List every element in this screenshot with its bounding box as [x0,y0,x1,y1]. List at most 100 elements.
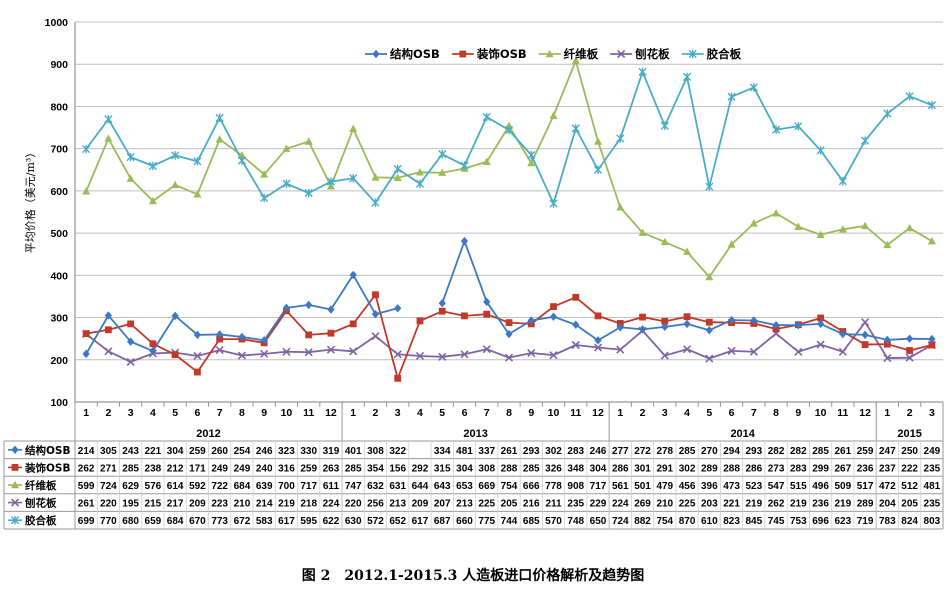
table-cell: 302 [545,446,562,457]
table-cell: 293 [745,446,762,457]
point-0-1 [104,311,112,320]
point-4-19 [504,125,514,135]
table-cell: 209 [412,499,429,510]
table-cell: 623 [835,516,852,527]
point-2-14 [393,173,402,181]
point-4-6 [215,113,224,123]
series-markers [82,56,936,382]
table-cell: 700 [278,481,295,492]
legend-item-3: 刨花板 [610,47,670,61]
x-tick-label: 9 [528,407,534,419]
table-cell: 289 [701,463,718,474]
table-cell: 262 [768,499,785,510]
table-cell: 639 [256,481,273,492]
table-cell: 348 [567,463,584,474]
point-1-21 [550,303,557,310]
table-cell: 210 [234,499,251,510]
table-cell: 517 [857,481,874,492]
x-tick-label: 7 [484,407,490,419]
table-cell: 204 [879,499,896,510]
x-tick-label: 1 [884,407,890,419]
point-3-28 [705,354,714,363]
point-2-33 [816,230,825,238]
point-0-28 [705,326,713,335]
table-cell: 456 [679,481,696,492]
table-cell: 261 [835,446,852,457]
table-cell: 561 [612,481,629,492]
x-tick-label: 7 [751,407,757,419]
point-1-33 [817,314,824,322]
y-tick-label: 400 [50,270,68,282]
table-cell: 650 [590,516,607,527]
point-4-8 [260,193,269,203]
legend-label: 胶合板 [707,47,742,61]
table-cell: 304 [167,446,184,457]
point-0-6 [216,330,224,339]
x-tick-label: 6 [194,407,200,419]
y-tick-label: 700 [50,144,68,156]
table-cell: 672 [234,516,251,527]
point-4-38 [927,100,936,110]
row-label: 装饰OSB [24,461,71,474]
table-cell: 632 [367,481,384,492]
y-tick-label: 200 [50,355,68,367]
table-cell: 622 [323,516,340,527]
year-label: 2014 [730,428,755,440]
table-cell: 770 [100,516,117,527]
table-cell: 240 [256,463,273,474]
table-cell: 396 [701,481,718,492]
point-3-24 [616,345,625,354]
table-cell: 249 [211,463,228,474]
table-cell: 617 [412,516,429,527]
point-1-36 [883,340,891,348]
table-cell: 824 [901,516,918,527]
table-cell: 576 [145,481,162,492]
point-1-16 [438,307,446,315]
table-cell: 243 [122,446,139,457]
table-cell: 719 [857,516,874,527]
table-cell: 315 [434,463,451,474]
table-cell: 748 [567,516,584,527]
point-4-20 [527,150,536,160]
table-cell: 304 [456,463,473,474]
x-tick-label: 11 [570,407,581,419]
table-cell: 614 [167,481,184,492]
point-4-31 [771,125,781,134]
point-0-36 [883,335,891,345]
point-4-37 [905,92,914,101]
point-2-29 [727,240,736,248]
table-cell: 285 [679,446,696,457]
point-2-1 [104,134,113,142]
table-cell: 326 [545,463,562,474]
point-0-25 [638,325,647,334]
table-cell: 481 [456,446,473,457]
point-3-13 [371,332,380,341]
table-cell: 285 [122,463,139,474]
table-cell: 509 [835,481,852,492]
y-axis: 100 200 300 400 500 600 700 800 900 1000 [45,17,76,409]
point-0-31 [772,320,780,330]
point-2-16 [438,168,447,176]
point-4-26 [660,121,669,131]
point-0-35 [861,330,869,340]
table-cell: 217 [167,499,184,510]
point-0-3 [149,346,157,356]
point-4-1 [104,114,113,124]
table-cell: 724 [612,516,629,527]
point-4-18 [482,112,491,122]
table-cell: 547 [768,481,785,492]
table-cell: 285 [523,463,540,474]
point-4-4 [171,151,180,160]
table-cell: 305 [100,446,117,457]
table-cell: 215 [145,499,162,510]
point-4-33 [816,146,825,155]
point-2-2 [126,174,135,182]
table-cell: 285 [812,446,829,457]
point-0-29 [727,315,736,325]
table-cell: 629 [122,481,139,492]
table-cell: 225 [679,499,696,510]
legend-swatch-marker [545,49,554,58]
table-cell: 659 [145,516,162,527]
year-label: 2012 [196,428,220,440]
point-2-35 [861,221,870,230]
